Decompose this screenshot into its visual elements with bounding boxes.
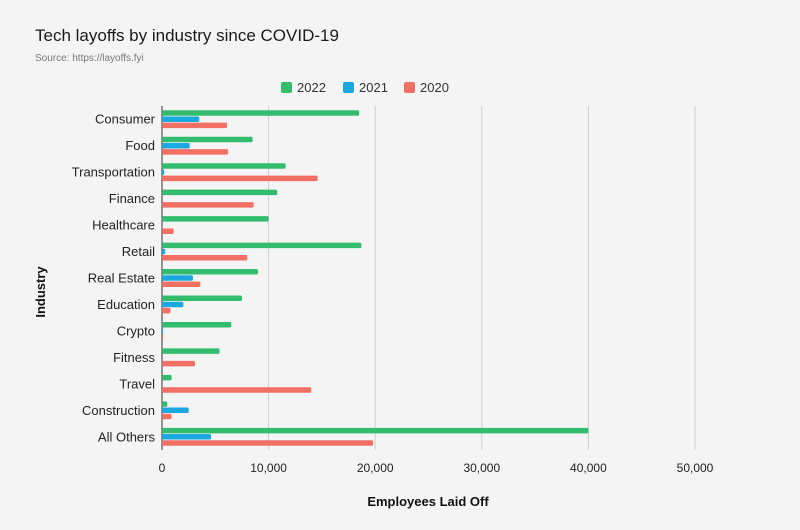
bar-2022-crypto [162, 321, 232, 328]
bar-2020-healthcare [162, 228, 174, 235]
bar-2020-consumer [162, 122, 228, 129]
gridlines [161, 106, 696, 450]
bar-2020-transportation [162, 175, 318, 182]
bar-2022-finance [162, 189, 278, 196]
bar-2022-food [162, 136, 253, 143]
category-label: Fitness [113, 350, 155, 365]
bar-2021-construction [162, 407, 189, 414]
x-axis-labels: 0 10,000 20,000 30,000 40,000 50,000 [159, 461, 714, 475]
bar-2021-consumer [162, 116, 200, 122]
legend-label-2020: 2020 [420, 80, 449, 95]
x-tick-label: 0 [159, 461, 166, 475]
bar-2022-education [162, 295, 242, 302]
category-label: Real Estate [88, 271, 155, 286]
category-label: Retail [122, 244, 155, 259]
category-label: All Others [98, 429, 156, 444]
y-axis-title: Industry [33, 266, 48, 318]
bar-2020-crypto [162, 334, 164, 340]
bar-2020-all-others [162, 440, 374, 446]
x-tick-label: 10,000 [250, 461, 287, 475]
bar-2020-fitness [162, 360, 196, 367]
chart-title: Tech layoffs by industry since COVID-19 [35, 26, 339, 45]
category-label: Travel [119, 376, 155, 391]
bar-2020-finance [162, 202, 254, 208]
y-axis-labels: Consumer Food Transportation Finance Healthc… [72, 112, 156, 445]
bar-2020-construction [162, 413, 172, 420]
bar-2022-all-others [162, 427, 589, 434]
legend-label-2021: 2021 [359, 80, 388, 95]
bar-2021-crypto [162, 328, 164, 334]
category-label: Construction [82, 403, 155, 418]
bar-2020-food [162, 149, 229, 155]
chart-subtitle: Source: https://layoffs.fyi [35, 53, 144, 64]
bar-2021-food [162, 142, 190, 149]
category-label: Healthcare [92, 218, 155, 233]
bar-2020-travel [162, 387, 312, 393]
bar-2021-real-estate [162, 275, 193, 281]
bar-2020-retail [162, 254, 248, 261]
bar-2021-all-others [162, 434, 212, 440]
bar-2022-travel [162, 374, 172, 381]
bar-2022-consumer [162, 110, 360, 116]
bar-2021-education [162, 301, 184, 308]
legend: 2022 2021 2020 [281, 80, 449, 95]
bars [162, 110, 589, 446]
bar-2022-healthcare [162, 216, 269, 222]
category-label: Consumer [95, 112, 156, 127]
category-label: Transportation [72, 165, 155, 180]
bar-2021-retail [162, 248, 166, 255]
category-label: Food [125, 138, 155, 153]
bar-2020-real-estate [162, 281, 201, 287]
x-axis-title: Employees Laid Off [367, 494, 489, 509]
x-tick-label: 30,000 [463, 461, 500, 475]
legend-swatch-2022 [281, 82, 292, 93]
bar-2020-education [162, 307, 171, 314]
bar-2022-fitness [162, 348, 220, 354]
legend-swatch-2020 [404, 82, 415, 93]
legend-label-2022: 2022 [297, 80, 326, 95]
legend-swatch-2021 [343, 82, 354, 93]
bar-2022-construction [162, 401, 168, 407]
bar-2022-transportation [162, 163, 286, 169]
bar-2022-real-estate [162, 269, 258, 275]
category-label: Crypto [117, 323, 155, 338]
x-tick-label: 20,000 [357, 461, 394, 475]
category-label: Education [97, 297, 155, 312]
x-tick-label: 50,000 [677, 461, 714, 475]
bar-2022-retail [162, 242, 362, 249]
category-label: Finance [109, 191, 155, 206]
bar-2021-transportation [162, 169, 165, 175]
x-tick-label: 40,000 [570, 461, 607, 475]
